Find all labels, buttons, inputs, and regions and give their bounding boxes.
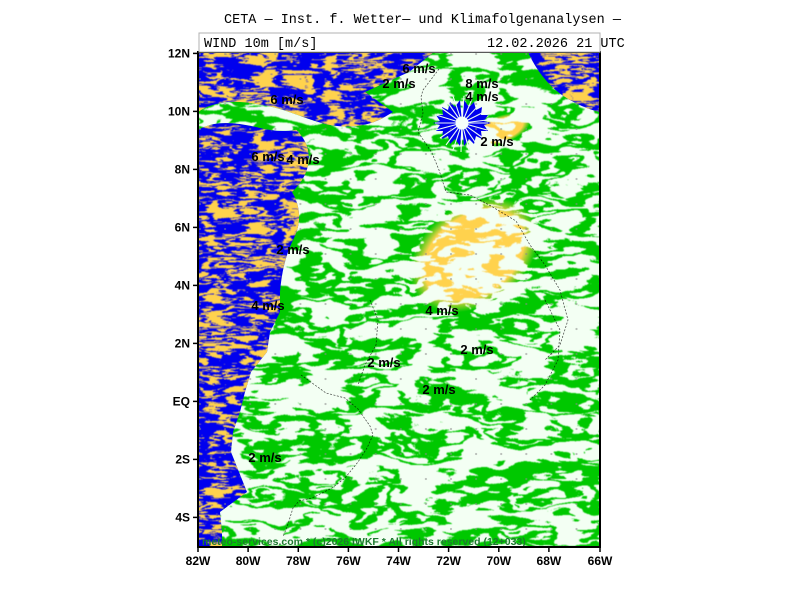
svg-text:2N: 2N xyxy=(175,336,190,350)
svg-text:10N: 10N xyxy=(168,104,190,118)
svg-text:76W: 76W xyxy=(336,554,361,568)
svg-text:4S: 4S xyxy=(175,510,190,524)
svg-text:8N: 8N xyxy=(175,162,190,176)
svg-text:WIND 10m [m/s]: WIND 10m [m/s] xyxy=(204,37,317,52)
svg-text:70W: 70W xyxy=(486,554,511,568)
svg-text:4 m/s: 4 m/s xyxy=(251,298,284,313)
svg-text:CETA — Inst. f. Wetter— und Kl: CETA — Inst. f. Wetter— und Klimafolgena… xyxy=(224,13,622,28)
svg-text:6N: 6N xyxy=(175,220,190,234)
svg-text:66W: 66W xyxy=(588,554,613,568)
svg-text:2S: 2S xyxy=(175,452,190,466)
svg-text:4 m/s: 4 m/s xyxy=(286,152,319,167)
svg-text:2 m/s: 2 m/s xyxy=(422,382,455,397)
svg-text:82W: 82W xyxy=(186,554,211,568)
svg-text:6 m/s: 6 m/s xyxy=(402,61,435,76)
svg-text:4 m/s: 4 m/s xyxy=(465,89,498,104)
svg-text:2 m/s: 2 m/s xyxy=(367,355,400,370)
svg-text:72W: 72W xyxy=(436,554,461,568)
svg-text:68W: 68W xyxy=(537,554,562,568)
svg-text:2 m/s: 2 m/s xyxy=(276,242,309,257)
svg-text:78W: 78W xyxy=(286,554,311,568)
svg-text:2 m/s: 2 m/s xyxy=(382,76,415,91)
svg-text:6 m/s: 6 m/s xyxy=(251,149,284,164)
svg-text:80W: 80W xyxy=(236,554,261,568)
svg-text:6 m/s: 6 m/s xyxy=(270,92,303,107)
svg-text:4 m/s: 4 m/s xyxy=(425,303,458,318)
svg-text:74W: 74W xyxy=(386,554,411,568)
svg-text:2 m/s: 2 m/s xyxy=(460,342,493,357)
svg-text:12N: 12N xyxy=(168,46,190,60)
svg-text:2 m/s: 2 m/s xyxy=(480,134,513,149)
svg-text:4N: 4N xyxy=(175,278,190,292)
svg-text:2 m/s: 2 m/s xyxy=(248,450,281,465)
svg-text:EQ: EQ xyxy=(173,394,190,408)
svg-text:12.02.2026 21 UTC: 12.02.2026 21 UTC xyxy=(487,37,625,52)
